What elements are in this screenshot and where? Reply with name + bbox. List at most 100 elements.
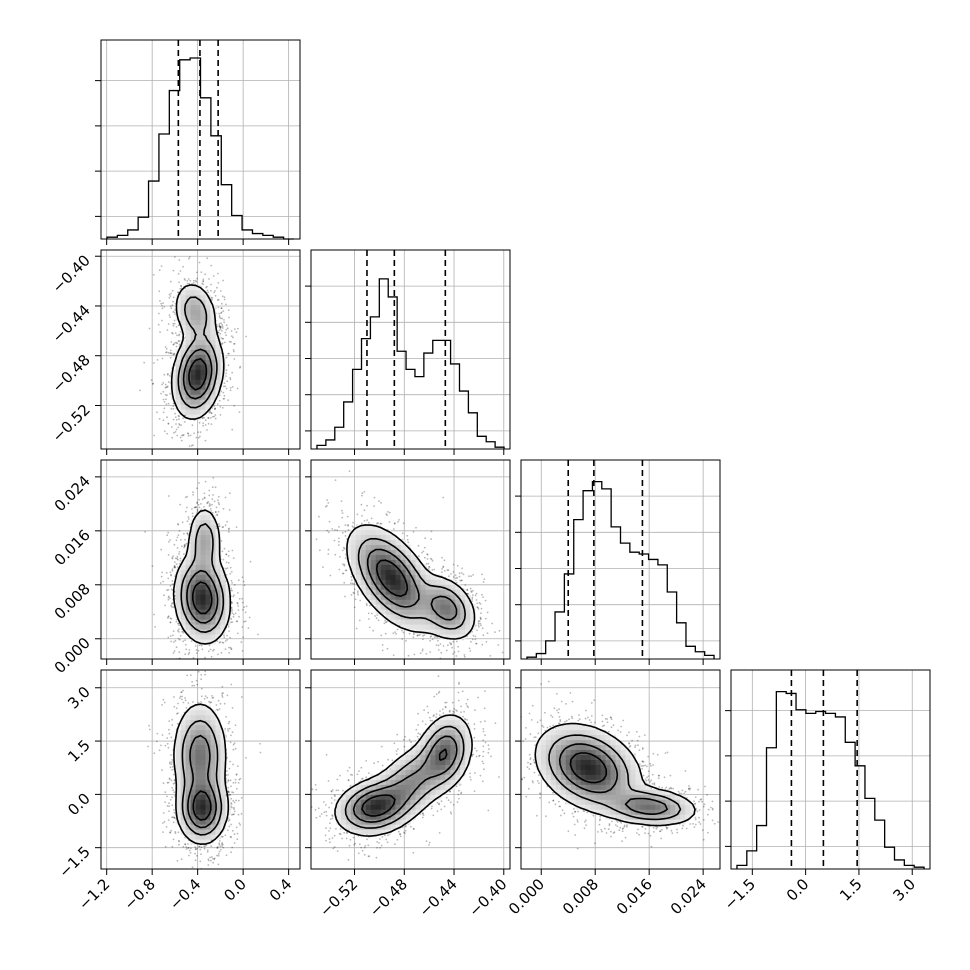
sample-point (179, 557, 182, 560)
sample-point (151, 565, 154, 567)
sample-point (199, 435, 201, 438)
sample-point (180, 439, 183, 442)
sample-point (214, 486, 217, 489)
sample-point (178, 259, 181, 261)
sample-point (179, 538, 182, 541)
sample-point (185, 510, 187, 513)
sample-point (177, 523, 180, 526)
sample-point (238, 411, 241, 413)
sample-point (163, 401, 166, 403)
sample-point (172, 300, 174, 303)
density-cell (195, 549, 201, 555)
sample-point (175, 539, 178, 542)
density-cell (205, 639, 211, 645)
density-cell (200, 319, 206, 326)
sample-point (196, 508, 199, 511)
sample-point (242, 636, 245, 639)
sample-point (181, 434, 183, 437)
density-cell (180, 569, 186, 575)
sample-point (170, 341, 173, 343)
sample-point (206, 851, 209, 853)
sample-point (217, 854, 220, 857)
sample-point (192, 444, 194, 446)
sample-point (219, 848, 222, 851)
sample-point (221, 317, 224, 320)
density-cell (195, 389, 201, 395)
density-cell (195, 514, 201, 521)
density-cell (175, 304, 182, 311)
sample-point (176, 536, 179, 539)
density-cell (205, 329, 211, 335)
sample-point (224, 648, 227, 651)
density-cell (200, 624, 206, 630)
sample-point (203, 496, 206, 499)
sample-point (176, 455, 178, 457)
sample-point (213, 858, 216, 861)
density-cell (215, 344, 221, 350)
sample-point (227, 779, 230, 781)
sample-point (214, 414, 217, 416)
sample-point (167, 495, 170, 497)
density-cell (205, 529, 211, 536)
sample-point (173, 816, 176, 819)
sample-point (227, 780, 230, 782)
density-cell (180, 324, 186, 331)
density-cell (185, 579, 191, 585)
sample-point (188, 651, 191, 654)
sample-point (175, 563, 178, 566)
sample-point (219, 290, 222, 292)
density-cell (200, 549, 206, 555)
sample-point (173, 561, 176, 563)
sample-point (200, 846, 203, 849)
density-cell (200, 314, 206, 321)
density-cell (210, 354, 216, 360)
density-cell (195, 574, 201, 580)
sample-point (221, 835, 224, 838)
sample-point (153, 613, 155, 616)
density-cell (200, 364, 206, 370)
sample-point (208, 505, 211, 508)
sample-point (229, 377, 232, 379)
sample-point (212, 861, 215, 864)
sample-point (214, 294, 217, 297)
sample-point (238, 778, 241, 781)
sample-point (169, 621, 172, 624)
sample-point (228, 825, 231, 828)
density-cell (185, 399, 191, 405)
sample-point (237, 327, 239, 330)
sample-point (169, 305, 172, 308)
sample-point (221, 330, 223, 332)
density-cell (180, 349, 186, 355)
density-cell (215, 634, 221, 640)
sample-point (178, 333, 181, 336)
sample-point (218, 315, 221, 317)
density-cell (180, 574, 186, 580)
sample-point (180, 858, 183, 861)
density-cell (210, 329, 216, 335)
sample-point (230, 610, 233, 612)
sample-point (208, 278, 210, 280)
density-cell (215, 564, 221, 570)
density-cell (205, 614, 211, 620)
sample-point (188, 854, 190, 857)
sample-point (200, 271, 203, 273)
density-cell (205, 549, 211, 555)
sample-point (229, 386, 232, 389)
density-cell (170, 384, 177, 390)
density-cell (180, 599, 186, 605)
sample-point (195, 649, 198, 651)
sample-point (164, 845, 167, 848)
sample-point (172, 630, 175, 632)
panel-frame (100, 39, 301, 240)
sample-point (232, 799, 235, 802)
sample-point (173, 311, 176, 314)
density-cell (210, 344, 216, 350)
density-cell (215, 559, 221, 565)
sample-point (221, 323, 224, 326)
density-cell (185, 349, 191, 355)
sample-point (165, 386, 168, 388)
density-cell (195, 629, 201, 635)
sample-point (217, 298, 220, 301)
density-cell (210, 554, 216, 560)
sample-point (177, 831, 180, 834)
